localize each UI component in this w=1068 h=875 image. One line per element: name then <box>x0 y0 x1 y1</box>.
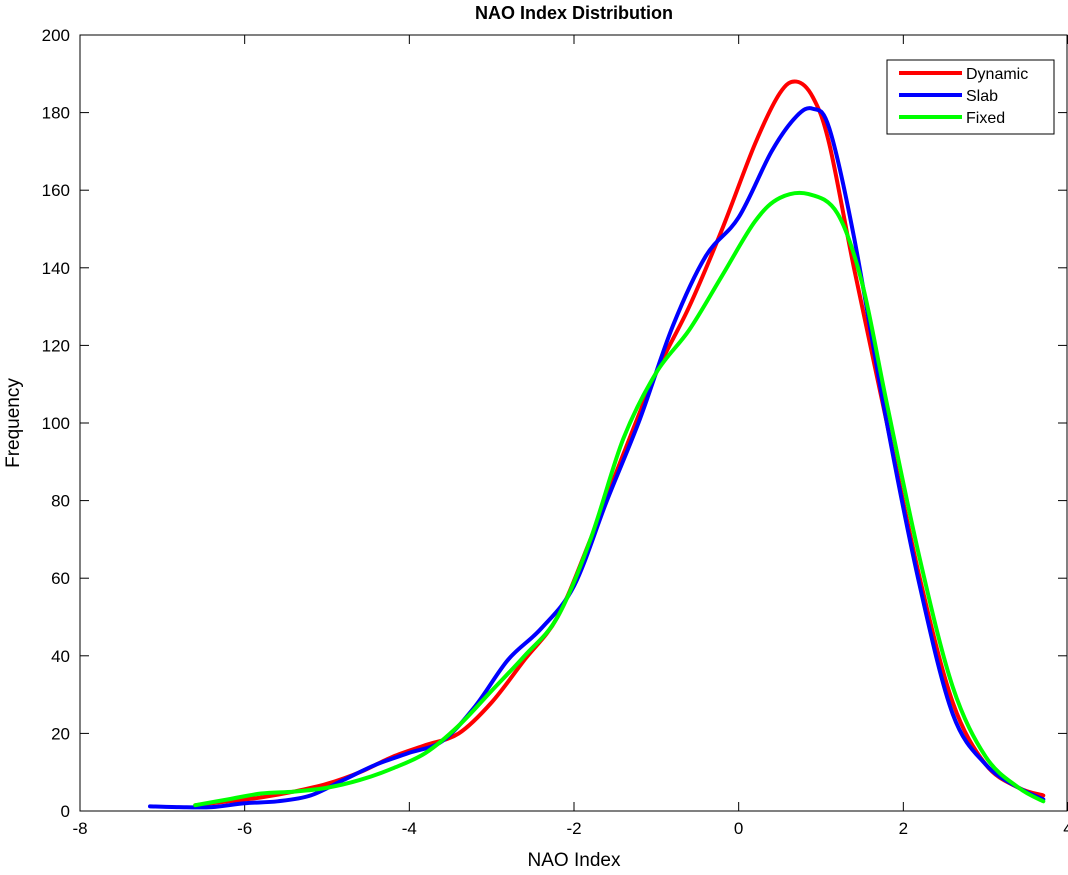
x-tick-label: -6 <box>237 819 252 838</box>
x-tick-label: -4 <box>402 819 417 838</box>
legend-label-dynamic: Dynamic <box>966 66 1028 83</box>
series-lines <box>147 79 1046 810</box>
y-tick-label: 180 <box>42 104 70 123</box>
y-tick-label: 200 <box>42 26 70 45</box>
plot-frame <box>79 34 1068 812</box>
x-tick-label: 0 <box>734 819 743 838</box>
y-tick-label: 140 <box>42 259 70 278</box>
axes: -8-6-4-2024020406080100120140160180200 <box>42 26 1068 838</box>
series-line-slab <box>147 106 1046 810</box>
y-tick-label: 120 <box>42 336 70 355</box>
y-tick-label: 0 <box>61 802 70 821</box>
y-tick-label: 100 <box>42 414 70 433</box>
legend-label-fixed: Fixed <box>966 110 1005 127</box>
x-tick-label: 4 <box>1063 819 1068 838</box>
y-tick-label: 160 <box>42 181 70 200</box>
x-tick-label: -8 <box>72 819 87 838</box>
y-tick-label: 60 <box>51 569 70 588</box>
series-line-fixed <box>193 190 1046 808</box>
legend: Dynamic Slab Fixed <box>886 59 1055 135</box>
legend-label-slab: Slab <box>966 88 998 105</box>
y-tick-label: 80 <box>51 492 70 511</box>
x-tick-label: -2 <box>566 819 581 838</box>
y-tick-label: 20 <box>51 724 70 743</box>
x-axis-title: NAO Index <box>528 850 621 871</box>
y-axis-title: Frequency <box>3 378 24 468</box>
x-tick-label: 2 <box>899 819 908 838</box>
y-tick-label: 40 <box>51 647 70 666</box>
chart-title: NAO Index Distribution <box>475 3 673 23</box>
series-line-dynamic <box>193 79 1046 808</box>
